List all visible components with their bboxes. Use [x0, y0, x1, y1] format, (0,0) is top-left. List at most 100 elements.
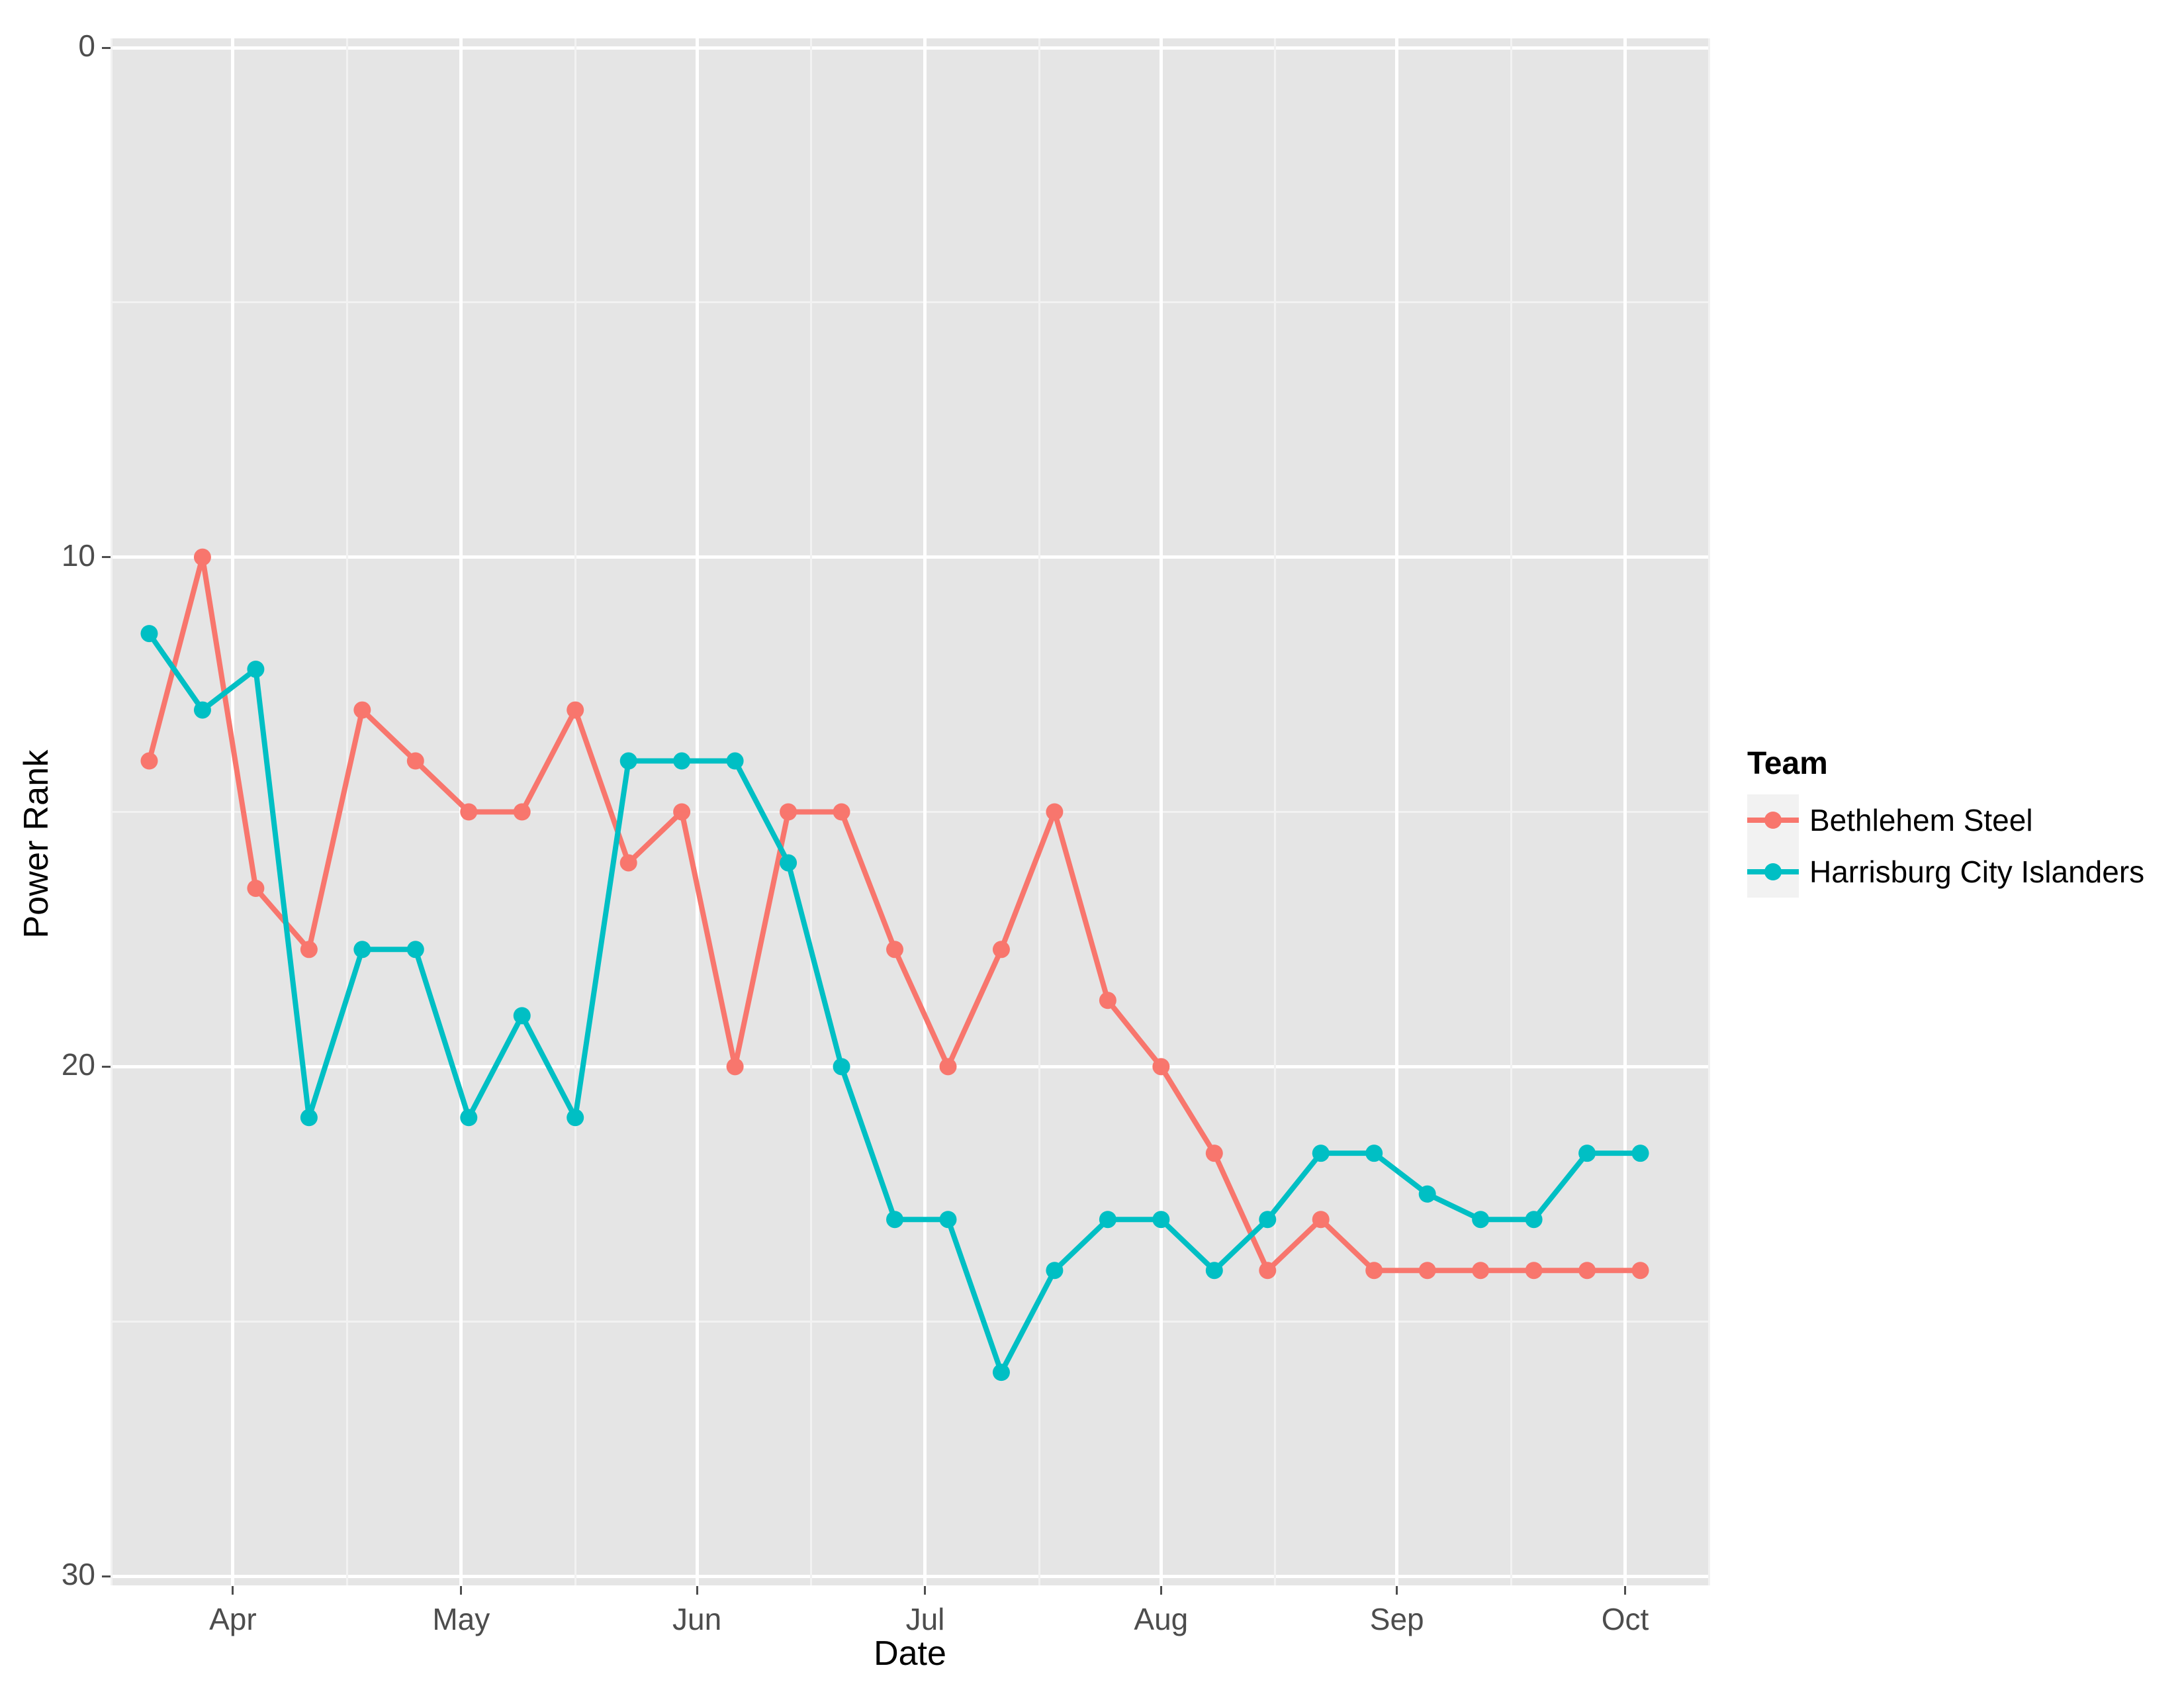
series-point	[1099, 1211, 1116, 1229]
gridline-minor-horizontal	[111, 811, 1709, 813]
series-point	[673, 803, 691, 821]
series-point	[300, 941, 318, 959]
series-point	[1365, 1145, 1383, 1162]
y-tick-mark	[102, 1575, 111, 1577]
series-line	[146, 631, 1643, 1376]
y-tick-label: 30	[61, 1557, 95, 1591]
legend-title: Team	[1747, 746, 1828, 781]
x-tick-mark	[460, 1586, 463, 1595]
x-tick-mark	[924, 1586, 927, 1595]
series-point	[1259, 1211, 1277, 1229]
gridline-minor-vertical	[1510, 38, 1512, 1585]
x-tick-label: May	[432, 1602, 490, 1636]
gridline-minor-vertical	[110, 38, 113, 1585]
series-point	[1631, 1262, 1649, 1280]
series-point	[833, 1058, 850, 1076]
series-point	[406, 752, 424, 770]
x-tick-label: Apr	[209, 1602, 257, 1636]
series-point	[619, 752, 637, 770]
series-point	[567, 1109, 584, 1127]
series-point	[780, 803, 797, 821]
series-point	[1418, 1185, 1436, 1203]
series-point	[619, 854, 637, 872]
x-tick-mark	[1396, 1586, 1398, 1595]
series-point	[886, 941, 904, 959]
series-point	[992, 941, 1010, 959]
legend-item[interactable]: Bethlehem Steel	[1747, 794, 2158, 846]
gridline-minor-horizontal	[111, 1320, 1709, 1323]
gridline-major-vertical	[1623, 38, 1627, 1585]
gridline-minor-vertical	[1707, 38, 1710, 1585]
series-line	[146, 554, 1643, 1274]
x-tick-label: Sep	[1369, 1602, 1424, 1636]
x-tick-label: Jun	[672, 1602, 722, 1636]
gridline-minor-vertical	[1038, 38, 1040, 1585]
x-tick-label: Aug	[1134, 1602, 1189, 1636]
series-point	[726, 752, 744, 770]
plot-series-layer	[140, 548, 1649, 1382]
legend: Team Bethlehem Steel Harrisburg City Isla…	[1747, 748, 2158, 898]
legend-item-label: Bethlehem Steel	[1809, 803, 2033, 837]
y-tick-label: 0	[78, 28, 95, 63]
gridline-major-horizontal	[111, 1064, 1709, 1068]
x-tick-mark	[1160, 1586, 1162, 1595]
gridline-major-vertical	[231, 38, 235, 1585]
x-tick-mark	[232, 1586, 234, 1595]
series-point	[780, 854, 797, 872]
series-point	[1152, 1058, 1170, 1076]
series-point	[247, 660, 265, 678]
series-point	[939, 1211, 957, 1229]
gridline-minor-vertical	[1274, 38, 1277, 1585]
series-harrisburg-city-islanders	[140, 625, 1649, 1382]
series-point	[140, 752, 158, 770]
series-point	[353, 941, 371, 959]
series-point	[460, 1109, 478, 1127]
series-point	[1046, 803, 1064, 821]
legend-key-swatch	[1747, 846, 1799, 898]
x-axis-title: Date	[874, 1634, 946, 1673]
series-point	[726, 1058, 744, 1076]
series-point	[1099, 992, 1116, 1009]
x-tick-mark	[696, 1586, 698, 1595]
plot-panel	[110, 38, 1710, 1585]
y-axis-title: Power Rank	[17, 749, 56, 939]
series-point	[1205, 1262, 1223, 1280]
series-point	[406, 941, 424, 959]
gridline-major-vertical	[1395, 38, 1399, 1585]
y-tick-mark	[102, 1065, 111, 1068]
gridline-major-horizontal	[111, 555, 1709, 559]
legend-items: Bethlehem Steel Harrisburg City Islanders	[1747, 794, 2158, 898]
series-point	[992, 1364, 1010, 1382]
series-point	[193, 548, 211, 566]
legend-key-dot	[1764, 812, 1782, 829]
legend-key-dot	[1764, 863, 1782, 880]
y-tick-label: 10	[61, 538, 95, 573]
gridline-major-vertical	[1159, 38, 1163, 1585]
series-point	[1472, 1262, 1490, 1280]
series-point	[353, 701, 371, 719]
series-point	[939, 1058, 957, 1076]
x-tick-label: Jul	[905, 1602, 945, 1636]
series-point	[1472, 1211, 1490, 1229]
series-point	[673, 752, 691, 770]
gridline-major-vertical	[923, 38, 927, 1585]
series-point	[1152, 1211, 1170, 1229]
legend-item[interactable]: Harrisburg City Islanders	[1747, 846, 2158, 898]
series-point	[460, 803, 478, 821]
series-point	[833, 803, 850, 821]
series-point	[1205, 1145, 1223, 1162]
y-tick-mark	[102, 46, 111, 49]
series-point	[1418, 1262, 1436, 1280]
gridline-major-horizontal	[111, 1574, 1709, 1578]
series-point	[1578, 1262, 1596, 1280]
series-point	[1312, 1145, 1330, 1162]
series-point	[1525, 1211, 1543, 1229]
series-point	[300, 1109, 318, 1127]
series-point	[513, 1007, 531, 1025]
x-tick-label: Oct	[1601, 1602, 1649, 1636]
series-point	[1578, 1145, 1596, 1162]
y-tick-mark	[102, 556, 111, 559]
series-point	[193, 701, 211, 719]
gridline-major-horizontal	[111, 46, 1709, 50]
